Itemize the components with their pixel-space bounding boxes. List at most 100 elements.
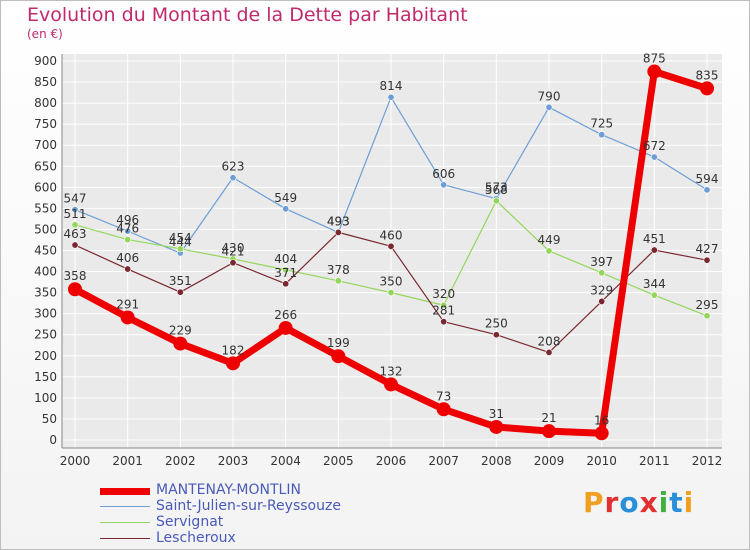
data-label: 549 [274,191,297,205]
y-tick-label: 650 [34,159,57,173]
data-point [278,320,293,335]
data-label: 594 [696,172,719,186]
data-label: 623 [222,160,245,174]
data-label: 132 [380,364,403,378]
data-label: 547 [64,192,87,206]
logo-letter: r [604,486,620,519]
data-label: 16 [594,413,609,427]
logo-letter: P [583,486,605,519]
logo-letter: o [619,486,640,519]
data-label: 266 [274,308,297,322]
data-label: 451 [643,232,666,246]
data-point [229,259,237,267]
data-point [650,246,658,254]
y-tick-label: 850 [34,75,57,89]
y-tick-label: 550 [34,201,57,215]
y-tick-label: 900 [34,54,57,68]
legend-swatch [100,522,150,523]
data-label: 875 [643,52,666,66]
data-label: 430 [222,241,245,255]
data-label: 493 [327,214,350,228]
data-label: 725 [590,117,613,131]
proxiti-logo: Proxiti [583,486,694,519]
legend-swatch [100,506,150,507]
logo-letter: x [639,486,659,519]
data-label: 31 [489,407,504,421]
legend-swatch [100,538,150,539]
data-point [598,297,606,305]
legend-label: Saint-Julien-sur-Reyssouze [156,498,341,514]
data-point [545,103,553,111]
data-point [647,64,662,79]
data-label: 358 [64,269,87,283]
x-tick-label: 2008 [481,454,512,468]
y-tick-label: 0 [49,433,57,447]
data-label: 404 [274,252,297,266]
chart-title: Evolution du Montant de la Dette par Hab… [27,4,468,26]
legend: MANTENAY-MONTLIN Saint-Julien-sur-Reysso… [100,482,400,547]
data-label: 250 [485,317,508,331]
data-label: 73 [436,389,451,403]
data-label: 790 [538,89,561,103]
legend-label: Servignat [156,514,224,530]
y-tick-label: 300 [34,307,57,321]
data-label: 606 [432,167,455,181]
data-point [176,288,184,296]
data-label: 573 [485,181,508,195]
data-label: 351 [169,274,192,288]
data-label: 281 [432,304,455,318]
data-point [703,256,711,264]
y-tick-label: 50 [42,412,57,426]
logo-letter: t [669,486,684,519]
data-point [650,291,658,299]
data-label: 568 [485,183,508,197]
data-label: 21 [541,411,556,425]
legend-label: MANTENAY-MONTLIN [156,482,301,498]
y-tick-label: 250 [34,328,57,342]
data-point [71,241,79,249]
data-label: 672 [643,139,666,153]
data-point [68,282,82,297]
data-label: 199 [327,336,350,350]
data-point [440,318,448,326]
data-point [226,356,240,371]
x-tick-label: 2012 [692,454,723,468]
y-tick-label: 150 [34,370,57,384]
data-label: 496 [116,213,139,227]
data-point [492,331,500,339]
y-tick-label: 750 [34,117,57,131]
data-point [440,181,448,189]
x-tick-label: 2010 [586,454,617,468]
data-point [229,174,237,182]
data-point [594,426,609,441]
data-point [436,402,451,417]
data-point [173,336,188,351]
legend-swatch [100,488,150,495]
logo-letter: i [683,486,695,519]
data-label: 295 [696,298,719,312]
legend-item: Servignat [100,514,400,531]
data-label: 427 [696,242,719,256]
legend-item: Lescheroux [100,530,400,547]
data-point [598,269,606,277]
data-point [282,280,290,288]
data-point [545,348,553,356]
x-tick-label: 2003 [218,454,249,468]
data-label: 329 [590,283,613,297]
y-tick-label: 800 [34,96,57,110]
legend-item: Saint-Julien-sur-Reyssouze [100,498,400,515]
data-point [334,277,342,285]
y-tick-label: 700 [34,138,57,152]
data-label: 344 [643,277,666,291]
data-point [71,221,79,229]
data-label: 406 [116,251,139,265]
logo-letter: i [658,486,670,519]
x-tick-label: 2004 [270,454,301,468]
data-point [700,81,714,96]
y-tick-label: 400 [34,265,57,279]
data-point [331,349,346,364]
chart-unit: (en €) [27,27,63,41]
x-tick-label: 2009 [534,454,565,468]
data-point [440,301,448,309]
